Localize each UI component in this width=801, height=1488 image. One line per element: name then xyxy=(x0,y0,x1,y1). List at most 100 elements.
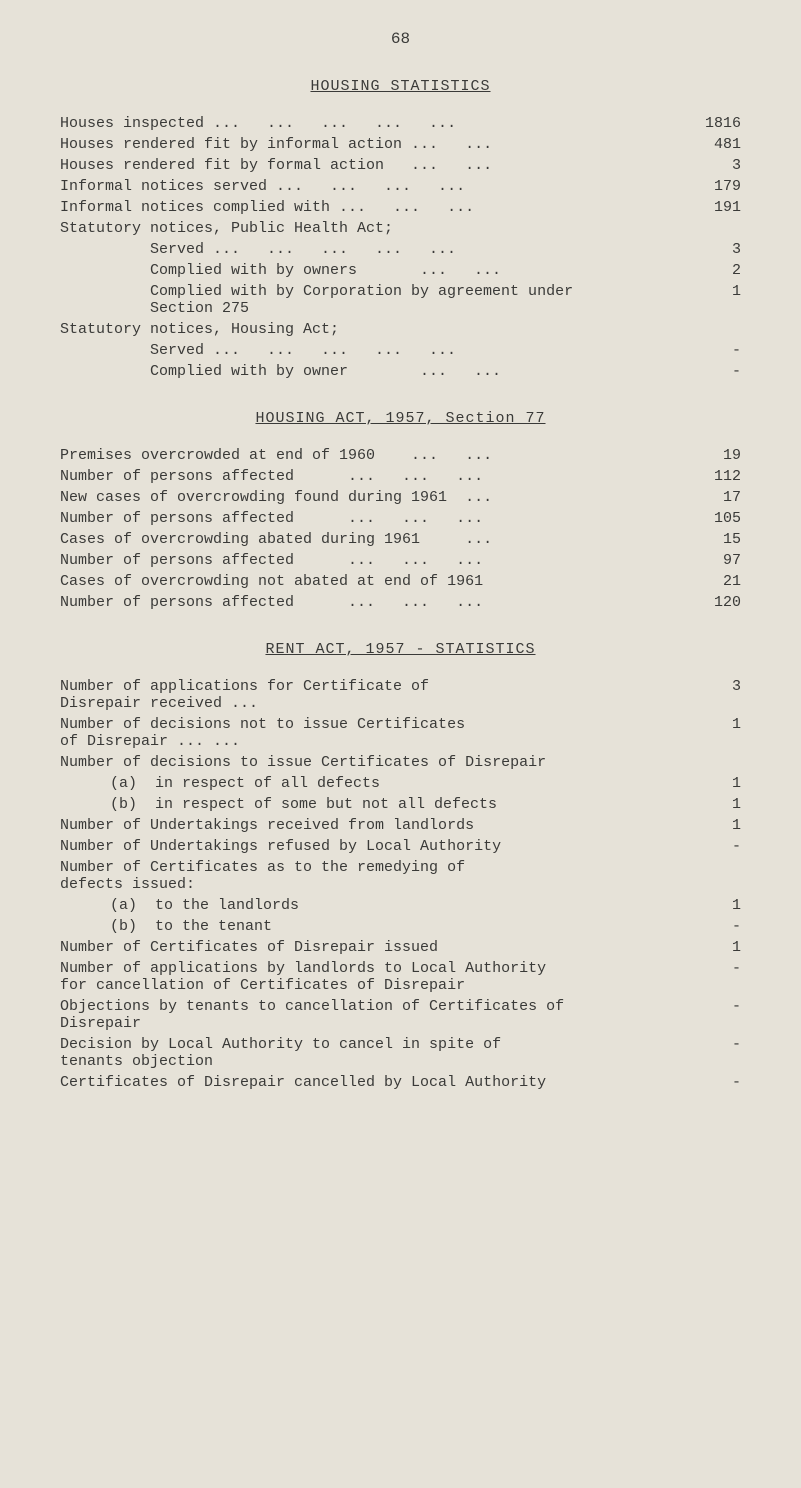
row-label: Certificates of Disrepair cancelled by L… xyxy=(60,1074,681,1091)
table-row: (a) to the landlords1 xyxy=(60,897,741,914)
section-title-housing-act: HOUSING ACT, 1957, Section 77 xyxy=(60,410,741,427)
row-value: 1 xyxy=(681,939,741,956)
row-value: 15 xyxy=(681,531,741,548)
table-row: Number of decisions to issue Certificate… xyxy=(60,754,741,771)
document-page: 68 HOUSING STATISTICS Houses inspected .… xyxy=(0,0,801,1135)
table-row: Served ... ... ... ... ...- xyxy=(60,342,741,359)
row-label: Informal notices served ... ... ... ... xyxy=(60,178,681,195)
row-value: 1 xyxy=(681,796,741,813)
row-value: 179 xyxy=(681,178,741,195)
row-value: 1 xyxy=(681,283,741,300)
row-value: - xyxy=(681,960,741,977)
row-label: New cases of overcrowding found during 1… xyxy=(60,489,681,506)
table-row: Number of persons affected ... ... ...10… xyxy=(60,510,741,527)
row-label: Statutory notices, Public Health Act; xyxy=(60,220,681,237)
row-value: 3 xyxy=(681,241,741,258)
row-label: Number of decisions to issue Certificate… xyxy=(60,754,681,771)
table-row: Complied with by Corporation by agreemen… xyxy=(60,283,741,317)
row-value: - xyxy=(681,998,741,1015)
table-row: Number of persons affected ... ... ...11… xyxy=(60,468,741,485)
row-label: Number of Undertakings received from lan… xyxy=(60,817,681,834)
row-label: Complied with by owner ... ... xyxy=(60,363,681,380)
table-row: Number of Certificates of Disrepair issu… xyxy=(60,939,741,956)
section-title-rent-act: RENT ACT, 1957 - STATISTICS xyxy=(60,641,741,658)
housing-act-table: Premises overcrowded at end of 1960 ... … xyxy=(60,447,741,611)
table-row: Number of persons affected ... ... ...12… xyxy=(60,594,741,611)
row-label: Cases of overcrowding abated during 1961… xyxy=(60,531,681,548)
table-row: (b) in respect of some but not all defec… xyxy=(60,796,741,813)
row-value: 1 xyxy=(681,817,741,834)
row-label: Cases of overcrowding not abated at end … xyxy=(60,573,681,590)
row-value: 21 xyxy=(681,573,741,590)
table-row: Statutory notices, Public Health Act; xyxy=(60,220,741,237)
table-row: Houses rendered fit by formal action ...… xyxy=(60,157,741,174)
row-value: 2 xyxy=(681,262,741,279)
table-row: (a) in respect of all defects1 xyxy=(60,775,741,792)
table-row: New cases of overcrowding found during 1… xyxy=(60,489,741,506)
housing-statistics-table: Houses inspected ... ... ... ... ...1816… xyxy=(60,115,741,380)
row-value: 19 xyxy=(681,447,741,464)
table-row: Served ... ... ... ... ...3 xyxy=(60,241,741,258)
row-label: Houses inspected ... ... ... ... ... xyxy=(60,115,681,132)
section-title-housing-statistics: HOUSING STATISTICS xyxy=(60,78,741,95)
row-label: Houses rendered fit by formal action ...… xyxy=(60,157,681,174)
row-value: 120 xyxy=(681,594,741,611)
table-row: Number of persons affected ... ... ...97 xyxy=(60,552,741,569)
row-value: 105 xyxy=(681,510,741,527)
row-value: - xyxy=(681,363,741,380)
row-value: - xyxy=(681,1074,741,1091)
row-label: Number of applications for Certificate o… xyxy=(60,678,681,712)
row-value: 3 xyxy=(681,157,741,174)
table-row: Number of applications for Certificate o… xyxy=(60,678,741,712)
row-value: - xyxy=(681,838,741,855)
table-row: Number of Undertakings received from lan… xyxy=(60,817,741,834)
table-row: Decision by Local Authority to cancel in… xyxy=(60,1036,741,1070)
row-value: 1816 xyxy=(681,115,741,132)
row-value: 481 xyxy=(681,136,741,153)
row-label: Complied with by owners ... ... xyxy=(60,262,681,279)
page-number: 68 xyxy=(60,30,741,48)
table-row: Premises overcrowded at end of 1960 ... … xyxy=(60,447,741,464)
table-row: Houses inspected ... ... ... ... ...1816 xyxy=(60,115,741,132)
row-value: 97 xyxy=(681,552,741,569)
row-value: 1 xyxy=(681,775,741,792)
table-row: Number of Certificates as to the remedyi… xyxy=(60,859,741,893)
row-label: (b) in respect of some but not all defec… xyxy=(60,796,681,813)
table-row: Informal notices complied with ... ... .… xyxy=(60,199,741,216)
row-value: 112 xyxy=(681,468,741,485)
row-label: Statutory notices, Housing Act; xyxy=(60,321,681,338)
table-row: Certificates of Disrepair cancelled by L… xyxy=(60,1074,741,1091)
row-label: (a) in respect of all defects xyxy=(60,775,681,792)
table-row: Number of Undertakings refused by Local … xyxy=(60,838,741,855)
row-value: 17 xyxy=(681,489,741,506)
row-label: Number of persons affected ... ... ... xyxy=(60,510,681,527)
table-row: Number of decisions not to issue Certifi… xyxy=(60,716,741,750)
row-label: Decision by Local Authority to cancel in… xyxy=(60,1036,681,1070)
row-label: Number of Certificates of Disrepair issu… xyxy=(60,939,681,956)
table-row: Informal notices served ... ... ... ...1… xyxy=(60,178,741,195)
table-row: Objections by tenants to cancellation of… xyxy=(60,998,741,1032)
row-label: Number of persons affected ... ... ... xyxy=(60,552,681,569)
table-row: Cases of overcrowding not abated at end … xyxy=(60,573,741,590)
table-row: Complied with by owners ... ...2 xyxy=(60,262,741,279)
row-value: 1 xyxy=(681,897,741,914)
table-row: Complied with by owner ... ...- xyxy=(60,363,741,380)
row-label: Number of decisions not to issue Certifi… xyxy=(60,716,681,750)
table-row: Number of applications by landlords to L… xyxy=(60,960,741,994)
row-label: Objections by tenants to cancellation of… xyxy=(60,998,681,1032)
table-row: (b) to the tenant- xyxy=(60,918,741,935)
row-value: 191 xyxy=(681,199,741,216)
row-value: - xyxy=(681,342,741,359)
row-value: - xyxy=(681,1036,741,1053)
table-row: Cases of overcrowding abated during 1961… xyxy=(60,531,741,548)
row-label: Complied with by Corporation by agreemen… xyxy=(60,283,681,317)
row-label: Number of persons affected ... ... ... xyxy=(60,468,681,485)
row-label: Informal notices complied with ... ... .… xyxy=(60,199,681,216)
row-label: Houses rendered fit by informal action .… xyxy=(60,136,681,153)
table-row: Statutory notices, Housing Act; xyxy=(60,321,741,338)
rent-act-table: Number of applications for Certificate o… xyxy=(60,678,741,1091)
row-label: Number of Undertakings refused by Local … xyxy=(60,838,681,855)
row-label: (a) to the landlords xyxy=(60,897,681,914)
row-label: Premises overcrowded at end of 1960 ... … xyxy=(60,447,681,464)
row-value: 3 xyxy=(681,678,741,695)
